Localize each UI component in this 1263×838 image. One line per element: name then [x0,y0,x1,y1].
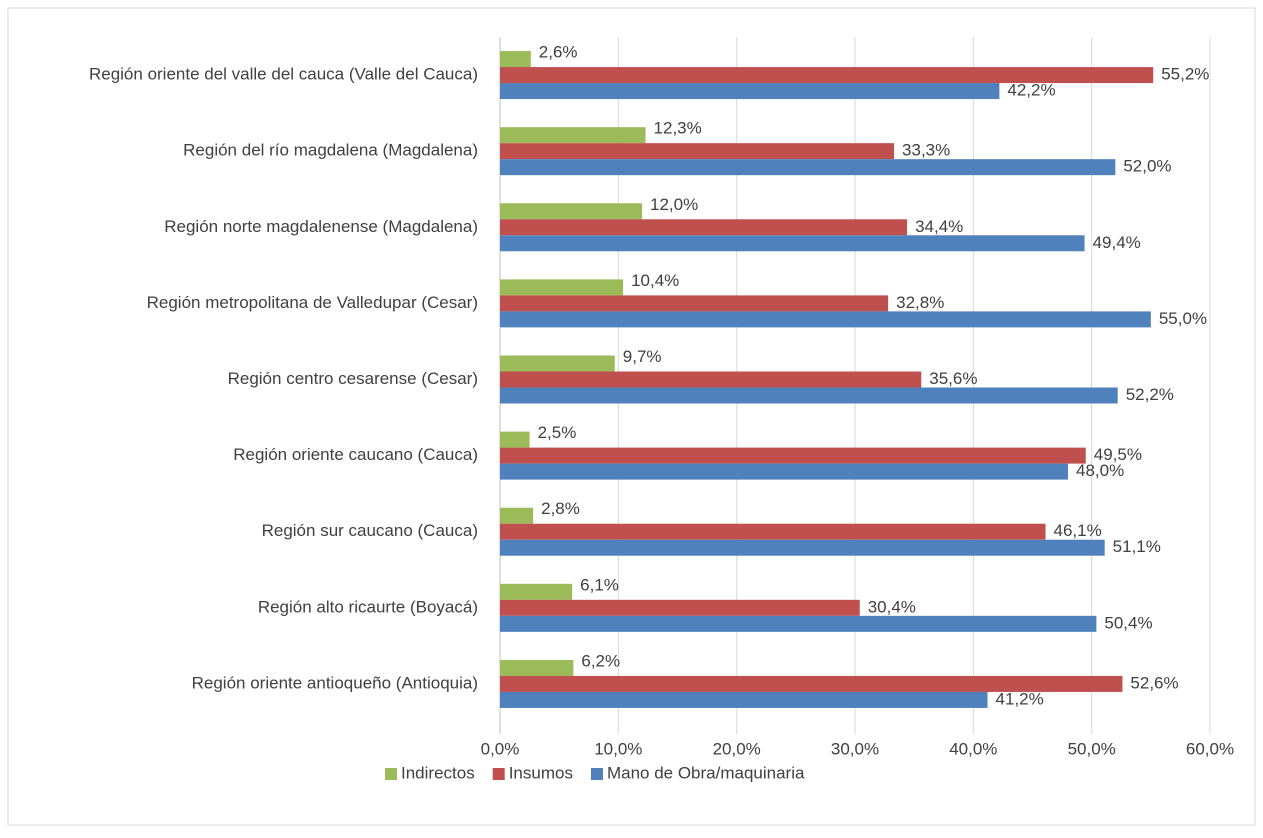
data-label: 2,8% [541,499,580,518]
bar [500,447,1086,464]
bar [500,279,624,296]
y-tick-label: Región oriente caucano (Cauca) [233,445,478,464]
data-label: 34,4% [915,217,963,236]
bar [500,143,895,160]
data-label: 6,2% [581,651,620,670]
y-tick-label: Región alto ricaurte (Boyacá) [258,597,478,616]
y-tick-label: Región centro cesarense (Cesar) [228,369,478,388]
data-label: 2,6% [539,43,578,62]
bar [500,539,1105,556]
bar [500,355,615,372]
bar [500,371,922,388]
legend-label: Mano de Obra/maquinaria [607,763,805,782]
data-label: 41,2% [996,689,1044,708]
x-tick-label: 30,0% [831,739,879,758]
bar [500,387,1118,404]
bar [500,51,531,68]
data-label: 52,6% [1130,673,1178,692]
y-tick-label: Región norte magdalenense (Magdalena) [164,217,478,236]
bar [500,691,988,708]
bar [500,127,646,144]
x-tick-label: 20,0% [713,739,761,758]
data-label: 30,4% [868,597,916,616]
bar [500,219,908,236]
data-label: 55,0% [1159,309,1207,328]
data-label: 51,1% [1113,537,1161,556]
data-label: 42,2% [1007,81,1055,100]
data-label: 12,0% [650,195,698,214]
data-label: 9,7% [623,347,662,366]
bar [500,203,642,220]
bar [500,599,860,616]
data-label: 32,8% [896,293,944,312]
data-label: 49,4% [1093,233,1141,252]
data-label: 52,0% [1123,157,1171,176]
bar [500,235,1085,252]
y-tick-label: Región sur caucano (Cauca) [262,521,478,540]
data-label: 6,1% [580,575,619,594]
x-tick-label: 60,0% [1186,739,1234,758]
data-label: 55,2% [1161,65,1209,84]
legend-label: Indirectos [401,763,475,782]
data-label: 33,3% [902,141,950,160]
x-tick-label: 40,0% [949,739,997,758]
bar [500,659,574,676]
data-label: 52,2% [1126,385,1174,404]
legend-swatch [590,768,603,780]
bar [500,675,1123,692]
bar [500,583,573,600]
data-label: 12,3% [654,119,702,138]
data-label: 35,6% [929,369,977,388]
y-tick-label: Región del río magdalena (Magdalena) [183,141,478,160]
legend-swatch [492,768,505,780]
y-tick-label: Región oriente del valle del cauca (Vall… [89,65,478,84]
data-label: 10,4% [631,271,679,290]
legend-label: Insumos [509,763,573,782]
data-label: 46,1% [1054,521,1102,540]
bar [500,523,1046,540]
bar [500,463,1068,480]
x-tick-label: 50,0% [1068,739,1116,758]
bar [500,83,1000,100]
data-label: 48,0% [1076,461,1124,480]
x-tick-label: 10,0% [594,739,642,758]
bar [500,311,1151,328]
y-tick-label: Región metropolitana de Valledupar (Cesa… [147,293,478,312]
y-tick-label: Región oriente antioqueño (Antioquia) [192,673,478,692]
data-label: 2,5% [538,423,577,442]
data-label: 50,4% [1104,613,1152,632]
bar [500,67,1154,84]
bar [500,295,889,312]
data-label: 49,5% [1094,445,1142,464]
x-tick-label: 0,0% [481,739,520,758]
bar [500,431,530,448]
bar [500,507,534,524]
bar [500,159,1116,176]
legend-swatch [385,768,397,780]
bar [500,615,1097,632]
